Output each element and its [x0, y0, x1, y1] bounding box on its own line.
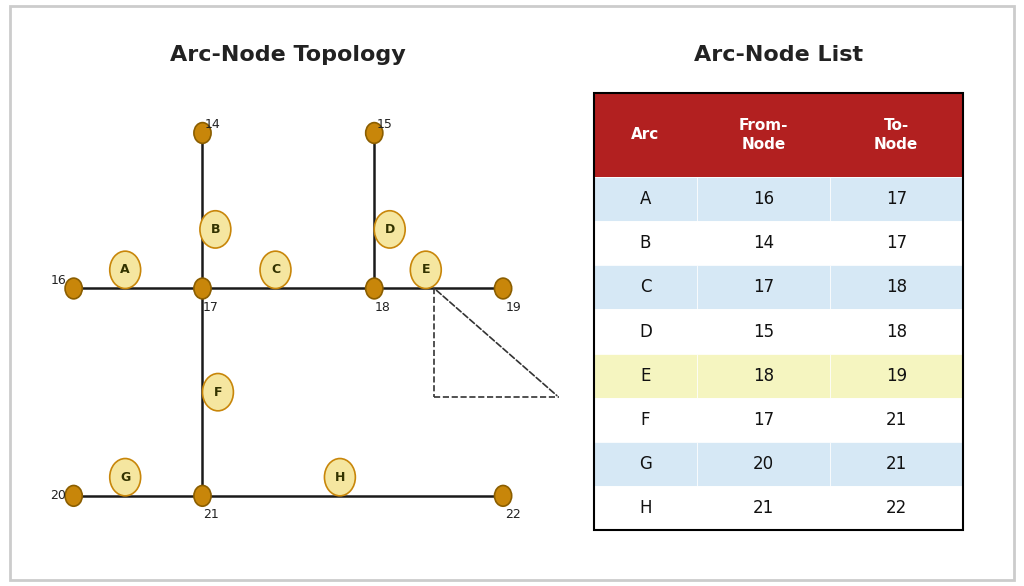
- Circle shape: [110, 251, 140, 288]
- FancyBboxPatch shape: [829, 177, 963, 221]
- Text: 18: 18: [375, 301, 391, 314]
- FancyBboxPatch shape: [829, 93, 963, 177]
- FancyBboxPatch shape: [594, 442, 697, 486]
- FancyBboxPatch shape: [697, 177, 829, 221]
- Circle shape: [325, 458, 355, 496]
- Text: 15: 15: [753, 322, 774, 340]
- FancyBboxPatch shape: [697, 221, 829, 265]
- Text: 19: 19: [886, 367, 907, 385]
- Text: F: F: [641, 411, 650, 429]
- FancyBboxPatch shape: [829, 486, 963, 530]
- Text: 20: 20: [50, 489, 67, 502]
- FancyBboxPatch shape: [829, 353, 963, 398]
- Text: H: H: [639, 499, 652, 517]
- Text: B: B: [211, 223, 220, 236]
- FancyBboxPatch shape: [829, 442, 963, 486]
- FancyBboxPatch shape: [829, 398, 963, 442]
- Text: 22: 22: [506, 508, 521, 521]
- FancyBboxPatch shape: [594, 93, 697, 177]
- Circle shape: [110, 458, 140, 496]
- Text: 21: 21: [203, 508, 219, 521]
- Text: 17: 17: [886, 234, 907, 252]
- FancyBboxPatch shape: [594, 309, 697, 353]
- Text: 15: 15: [377, 118, 392, 131]
- FancyBboxPatch shape: [594, 221, 697, 265]
- FancyBboxPatch shape: [829, 221, 963, 265]
- FancyBboxPatch shape: [829, 265, 963, 309]
- FancyBboxPatch shape: [697, 442, 829, 486]
- Text: F: F: [214, 386, 222, 398]
- Circle shape: [366, 278, 383, 299]
- Text: 16: 16: [753, 190, 774, 208]
- Text: 19: 19: [506, 301, 521, 314]
- FancyBboxPatch shape: [697, 398, 829, 442]
- FancyBboxPatch shape: [829, 309, 963, 353]
- Circle shape: [260, 251, 291, 288]
- Text: G: G: [120, 471, 130, 483]
- Text: 18: 18: [886, 322, 907, 340]
- Text: 17: 17: [203, 301, 219, 314]
- FancyBboxPatch shape: [697, 265, 829, 309]
- Text: G: G: [639, 455, 652, 473]
- Text: 21: 21: [753, 499, 774, 517]
- Text: B: B: [640, 234, 651, 252]
- FancyBboxPatch shape: [697, 353, 829, 398]
- Text: From-
Node: From- Node: [738, 118, 788, 152]
- Text: 21: 21: [886, 411, 907, 429]
- Text: 22: 22: [886, 499, 907, 517]
- Text: 21: 21: [886, 455, 907, 473]
- Text: 18: 18: [753, 367, 774, 385]
- FancyBboxPatch shape: [697, 486, 829, 530]
- Circle shape: [366, 122, 383, 144]
- FancyBboxPatch shape: [594, 398, 697, 442]
- Text: C: C: [271, 263, 280, 277]
- Text: Arc-Node List: Arc-Node List: [693, 45, 863, 65]
- Circle shape: [411, 251, 441, 288]
- Text: 17: 17: [886, 190, 907, 208]
- Text: To-
Node: To- Node: [874, 118, 919, 152]
- Text: A: A: [640, 190, 651, 208]
- FancyBboxPatch shape: [594, 265, 697, 309]
- Text: 20: 20: [753, 455, 774, 473]
- Text: 14: 14: [205, 118, 220, 131]
- FancyBboxPatch shape: [697, 93, 829, 177]
- Circle shape: [194, 122, 211, 144]
- Text: 18: 18: [886, 278, 907, 297]
- Text: E: E: [640, 367, 650, 385]
- Text: 14: 14: [753, 234, 774, 252]
- Text: D: D: [385, 223, 395, 236]
- Text: 16: 16: [50, 274, 67, 287]
- Text: H: H: [335, 471, 345, 483]
- FancyBboxPatch shape: [697, 309, 829, 353]
- Circle shape: [66, 278, 82, 299]
- Circle shape: [194, 278, 211, 299]
- Text: 17: 17: [753, 278, 774, 297]
- Text: Arc: Arc: [632, 127, 659, 142]
- Circle shape: [200, 211, 230, 248]
- FancyBboxPatch shape: [594, 486, 697, 530]
- Circle shape: [374, 211, 406, 248]
- Text: A: A: [121, 263, 130, 277]
- Circle shape: [203, 373, 233, 411]
- Text: E: E: [422, 263, 430, 277]
- FancyBboxPatch shape: [594, 177, 697, 221]
- Circle shape: [495, 278, 512, 299]
- Circle shape: [495, 485, 512, 506]
- Text: Arc-Node Topology: Arc-Node Topology: [171, 45, 407, 65]
- Text: D: D: [639, 322, 652, 340]
- Circle shape: [194, 485, 211, 506]
- Text: C: C: [640, 278, 651, 297]
- Circle shape: [66, 485, 82, 506]
- FancyBboxPatch shape: [594, 353, 697, 398]
- Text: 17: 17: [753, 411, 774, 429]
